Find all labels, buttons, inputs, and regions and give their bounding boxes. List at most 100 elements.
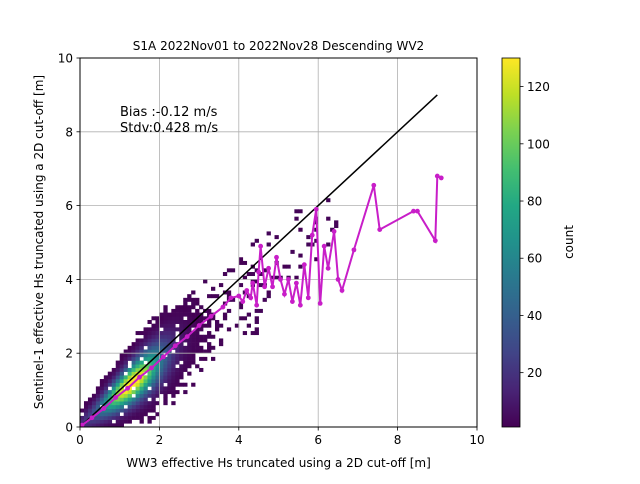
- heatmap-cell: [87, 401, 93, 406]
- heatmap-cell: [175, 382, 180, 387]
- heatmap-cell: [183, 345, 188, 350]
- heatmap-cell: [167, 379, 172, 384]
- heatmap-cell: [207, 294, 212, 299]
- x-tick-label: 4: [235, 433, 243, 447]
- heatmap-cell: [107, 393, 113, 398]
- heatmap-cell: [87, 404, 93, 409]
- heatmap-cell: [139, 331, 144, 336]
- heatmap-cell: [163, 401, 168, 406]
- heatmap-cell: [183, 353, 188, 358]
- heatmap-cell: [143, 367, 148, 372]
- heatmap-cell: [238, 257, 244, 262]
- heatmap-cell: [127, 419, 132, 424]
- heatmap-cell: [115, 412, 120, 417]
- heatmap-cell: [139, 382, 144, 387]
- heatmap-cell: [147, 404, 152, 409]
- heatmap-cell: [258, 308, 263, 313]
- heatmap-cell: [266, 294, 271, 299]
- heatmap-cell: [183, 331, 188, 336]
- mean-curve-point: [208, 313, 214, 319]
- mean-curve-point: [250, 280, 256, 286]
- heatmap-cell: [191, 342, 196, 347]
- heatmap-cell: [131, 382, 136, 387]
- heatmap-cell: [159, 338, 164, 343]
- heatmap-cell: [80, 415, 85, 420]
- heatmap-cell: [95, 419, 101, 424]
- heatmap-cell: [91, 393, 97, 398]
- heatmap-cell: [191, 312, 196, 317]
- heatmap-cell: [230, 268, 236, 273]
- heatmap-cell: [262, 297, 267, 302]
- heatmap-cell: [159, 390, 164, 395]
- heatmap-cell: [143, 338, 148, 343]
- heatmap-cell: [123, 349, 128, 354]
- heatmap-cell: [147, 408, 152, 413]
- heatmap-cell: [187, 308, 192, 313]
- heatmap-cell: [139, 345, 144, 350]
- heatmap-cell: [183, 364, 188, 369]
- heatmap-cell: [135, 342, 140, 347]
- heatmap-cell: [151, 334, 156, 339]
- heatmap-cell: [203, 334, 208, 339]
- heatmap-cell: [171, 334, 176, 339]
- heatmap-cell: [99, 415, 105, 420]
- heatmap-cell: [99, 419, 105, 424]
- heatmap-cell: [143, 379, 148, 384]
- heatmap-cell: [171, 323, 176, 328]
- heatmap-cell: [171, 401, 176, 406]
- mean-curve-point: [89, 415, 95, 421]
- heatmap-cell: [159, 345, 164, 350]
- heatmap-cell: [187, 305, 192, 310]
- heatmap-cell: [179, 345, 184, 350]
- mean-curve-point: [266, 265, 271, 271]
- heatmap-cell: [179, 327, 184, 332]
- mean-curve-point: [137, 374, 142, 380]
- mean-curve-point: [309, 232, 315, 238]
- heatmap-cell: [171, 367, 176, 372]
- heatmap-cell: [135, 408, 140, 413]
- heatmap-cell: [246, 312, 252, 317]
- heatmap-cell: [119, 404, 124, 409]
- heatmap-cell: [222, 312, 228, 317]
- heatmap-cell: [123, 367, 128, 372]
- heatmap-cell: [238, 301, 244, 306]
- heatmap-cell: [123, 401, 128, 406]
- heatmap-cell: [175, 319, 180, 324]
- heatmap-cell: [226, 290, 232, 295]
- colorbar-tick-label: 80: [527, 195, 542, 209]
- heatmap-cell: [195, 334, 200, 339]
- heatmap-cell: [199, 338, 204, 343]
- heatmap-cell: [143, 356, 148, 361]
- heatmap-cell: [195, 342, 200, 347]
- heatmap-cell: [195, 338, 200, 343]
- heatmap-cell: [151, 379, 156, 384]
- heatmap-cell: [179, 334, 184, 339]
- heatmap-cell: [115, 408, 120, 413]
- heatmap-cell: [171, 390, 176, 395]
- heatmap-cell: [167, 323, 172, 328]
- heatmap-cell: [155, 331, 160, 336]
- heatmap-cell: [107, 419, 113, 424]
- heatmap-cell: [99, 386, 105, 391]
- heatmap-cell: [254, 316, 259, 321]
- y-tick-label: 2: [65, 347, 73, 361]
- heatmap-cell: [131, 349, 136, 354]
- mean-curve-point: [438, 175, 444, 181]
- heatmap-cell: [143, 327, 148, 332]
- heatmap-cell: [111, 415, 117, 420]
- mean-curve-point: [432, 238, 438, 244]
- heatmap-cell: [290, 249, 295, 254]
- heatmap-cell: [151, 367, 156, 372]
- heatmap-cell: [159, 331, 164, 336]
- heatmap-cell: [135, 349, 140, 354]
- heatmap-cell: [159, 312, 164, 317]
- colorbar-tick-label: 20: [527, 366, 542, 380]
- heatmap-cell: [131, 401, 136, 406]
- heatmap-cell: [135, 397, 140, 402]
- heatmap-cell: [111, 375, 117, 380]
- heatmap-cell: [179, 353, 184, 358]
- heatmap-cell: [151, 401, 156, 406]
- heatmap-cell: [123, 360, 128, 365]
- heatmap-cell: [326, 242, 331, 247]
- heatmap-cell: [115, 397, 120, 402]
